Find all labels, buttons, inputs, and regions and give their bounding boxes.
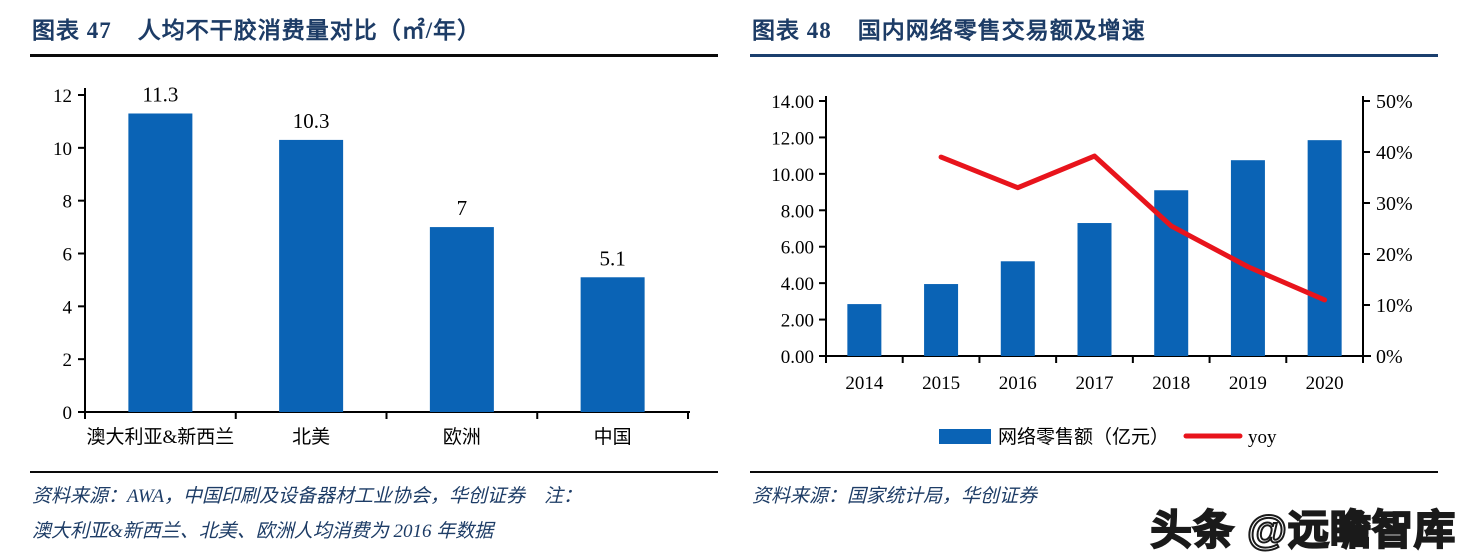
y-tick-label: 6	[63, 245, 73, 266]
right-axis-tick-label: 40%	[1376, 142, 1413, 164]
y-tick-label: 8	[63, 192, 73, 213]
figure-48-title: 图表 48 国内网络零售交易额及增速	[750, 8, 1438, 54]
left-axis-tick-label: 4.00	[781, 274, 814, 295]
figure-title-text: 人均不干胶消费量对比（㎡/年）	[137, 18, 482, 43]
category-label: 北美	[292, 426, 330, 448]
category-label: 中国	[594, 426, 632, 448]
watermark: 头条 @远瞻智库	[1150, 506, 1456, 554]
bar	[1307, 140, 1342, 356]
year-label: 2018	[1152, 373, 1190, 394]
figure-47-bar-chart: 0 2 4 6 8 10 12 11.3 澳大利亚&新西兰 10.3 北美 7 欧洲 5.1 中国	[53, 82, 690, 448]
source-note: 资料来源：AWA，中国印刷及设备器材工业协会，华创证券 注： 澳大利亚&新西兰、…	[30, 473, 718, 549]
figure-48-combo-chart: 0.00 2.00 4.00 6.00 8.00 10.00 12.00 14.00 0% 10%…	[771, 91, 1413, 448]
source-line: 资料来源：国家统计局，华创证券	[752, 486, 1038, 507]
bar-value-label: 11.3	[142, 82, 178, 106]
figure-47-title: 图表 47 人均不干胶消费量对比（㎡/年）	[30, 8, 718, 54]
year-label: 2016	[999, 373, 1037, 394]
y-tick-label: 10	[53, 139, 72, 160]
figure-47-panel: 图表 47 人均不干胶消费量对比（㎡/年） 0 2 4 6 8 10 12 11.3 澳大利亚&…	[30, 8, 718, 549]
year-label: 2015	[922, 373, 960, 394]
bar-value-label: 10.3	[293, 109, 330, 133]
source-line: 资料来源：AWA，中国印刷及设备器材工业协会，华创证券 注：	[32, 486, 583, 507]
category-label: 澳大利亚&新西兰	[86, 426, 234, 448]
figure-title-text: 国内网络零售交易额及增速	[857, 18, 1146, 43]
figure-label: 图表 47	[32, 18, 112, 43]
category-label: 欧洲	[443, 426, 481, 448]
bar	[128, 113, 193, 412]
source-divider	[30, 471, 718, 473]
left-axis-tick-label: 12.00	[771, 128, 814, 149]
left-axis-tick-label: 2.00	[781, 311, 814, 332]
right-axis-tick-label: 30%	[1376, 193, 1413, 215]
legend-line-label: yoy	[1248, 427, 1277, 448]
left-axis-tick-label: 0.00	[781, 347, 814, 368]
bar	[847, 304, 882, 356]
bar	[580, 277, 645, 412]
bar	[429, 227, 494, 412]
bar	[1077, 223, 1112, 356]
bar	[924, 284, 959, 356]
right-axis-tick-label: 10%	[1376, 295, 1413, 317]
right-axis-tick-label: 0%	[1376, 346, 1403, 368]
bar-value-label: 7	[457, 196, 468, 220]
bar	[279, 139, 344, 412]
figure-48-panel: 图表 48 国内网络零售交易额及增速 0.00 2.00 4.00 6.00 8.00 1…	[750, 8, 1438, 514]
y-tick-label: 2	[63, 350, 73, 371]
year-label: 2020	[1306, 373, 1344, 394]
source-note: 资料来源：国家统计局，华创证券	[750, 473, 1438, 514]
yoy-line	[938, 153, 1328, 303]
year-label: 2019	[1229, 373, 1267, 394]
y-tick-label: 4	[63, 297, 73, 318]
right-axis-tick-label: 20%	[1376, 244, 1413, 266]
year-label: 2014	[845, 373, 884, 394]
left-axis-tick-label: 14.00	[771, 92, 814, 113]
legend-bar-swatch	[939, 429, 991, 444]
legend-bar-label: 网络零售额（亿元）	[998, 426, 1169, 448]
left-axis-tick-label: 6.00	[781, 238, 814, 259]
left-axis-tick-label: 10.00	[771, 165, 814, 186]
title-underline	[30, 54, 718, 57]
left-axis-tick-label: 8.00	[781, 201, 814, 222]
bar-value-label: 5.1	[600, 246, 626, 270]
y-tick-label: 0	[63, 403, 73, 424]
source-line: 澳大利亚&新西兰、北美、欧洲人均消费为 2016 年数据	[32, 521, 494, 542]
source-divider	[750, 471, 1438, 473]
figure-label: 图表 48	[752, 18, 832, 43]
title-underline	[750, 54, 1438, 57]
year-label: 2017	[1076, 373, 1114, 394]
y-tick-label: 12	[53, 86, 72, 107]
right-axis-tick-label: 50%	[1376, 91, 1413, 113]
bar	[1000, 261, 1035, 356]
